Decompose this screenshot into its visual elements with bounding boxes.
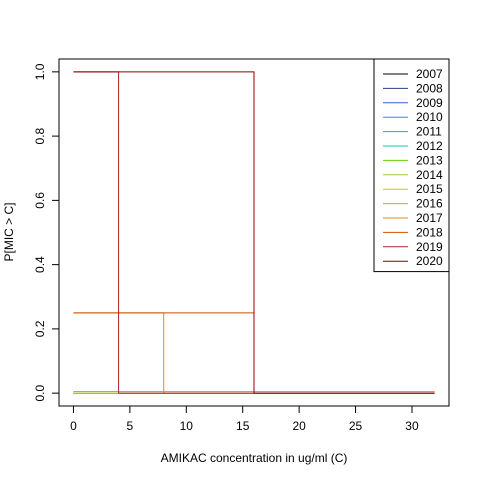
legend-label: 2014 <box>416 168 443 182</box>
legend-label: 2019 <box>416 240 443 254</box>
y-tick-label: 1.0 <box>33 63 47 80</box>
legend-label: 2012 <box>416 139 443 153</box>
y-axis-label: P[MIC > C] <box>2 202 16 261</box>
legend-box <box>373 58 450 273</box>
legend-label: 2007 <box>416 67 443 81</box>
x-axis-label: AMIKAC concentration in ug/ml (C) <box>161 451 348 465</box>
legend-label: 2016 <box>416 197 443 211</box>
legend-label: 2017 <box>416 211 443 225</box>
x-tick-label: 0 <box>70 419 77 433</box>
y-tick-label: 0.0 <box>33 384 47 401</box>
x-tick-label: 30 <box>405 419 419 433</box>
x-axis: 0 5 10 15 20 25 30 <box>70 405 419 433</box>
legend-label: 2011 <box>416 125 442 139</box>
series-layer <box>73 71 435 394</box>
legend-label: 2020 <box>416 254 443 268</box>
legend-label: 2009 <box>416 96 443 110</box>
legend-label: 2018 <box>416 225 443 239</box>
y-tick-label: 0.4 <box>33 256 47 273</box>
legend-label: 2015 <box>416 182 443 196</box>
legend-label: 2013 <box>416 153 443 167</box>
x-tick-label: 25 <box>349 419 363 433</box>
legend-label: 2008 <box>416 81 443 95</box>
x-tick-label: 15 <box>236 419 250 433</box>
legend: 2007200820092010201120122013201420152016… <box>373 58 450 273</box>
x-tick-label: 10 <box>180 419 194 433</box>
x-tick-label: 20 <box>292 419 306 433</box>
legend-label: 2010 <box>416 110 443 124</box>
y-axis: 0.0 0.2 0.4 0.6 0.8 1.0 <box>33 63 60 401</box>
y-tick-label: 0.6 <box>33 192 47 209</box>
series-line-2020 <box>73 71 435 394</box>
y-tick-label: 0.2 <box>33 320 47 337</box>
y-tick-label: 0.8 <box>33 127 47 144</box>
x-tick-label: 5 <box>127 419 134 433</box>
